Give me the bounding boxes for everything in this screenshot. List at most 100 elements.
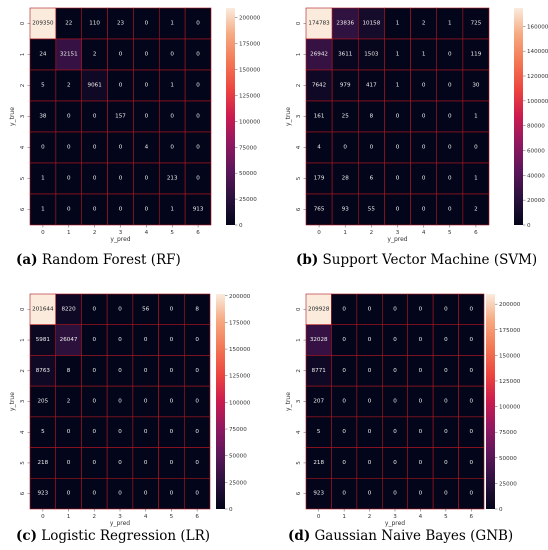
cell-value-label: 218: [38, 460, 49, 466]
cell-value-label: 0: [393, 306, 397, 312]
cell-value-label: 0: [170, 491, 174, 497]
heatmap-cell: [133, 162, 160, 195]
x-tick-label: 4: [145, 230, 149, 236]
heatmap-cell: [81, 131, 108, 164]
cell-value-label: 0: [93, 337, 97, 343]
x-tick-label: 1: [342, 514, 346, 520]
colorbar-tick-label: 100000: [527, 99, 548, 105]
cell-value-label: 28: [342, 176, 350, 182]
cell-value-label: 0: [93, 368, 97, 374]
cell-value-label: 201644: [32, 306, 54, 312]
colorbar-tick-label: 200000: [239, 16, 261, 22]
heatmap-cell: [407, 447, 434, 479]
caption-text: Support Vector Machine (SVM): [322, 252, 538, 268]
cell-value-label: 0: [93, 399, 97, 405]
colorbar-tick-label: 50000: [239, 171, 257, 177]
cell-value-label: 0: [470, 491, 474, 497]
heatmap-cell: [55, 100, 83, 133]
heatmap-cell: [158, 355, 185, 387]
x-tick-label: 1: [67, 514, 71, 520]
cell-value-label: 0: [474, 145, 478, 151]
heatmap-cell: [106, 447, 134, 479]
colorbar-tick-label: 125000: [229, 374, 251, 380]
y-tick-label: 2: [296, 84, 302, 88]
cell-value-label: 6: [370, 176, 374, 182]
cell-value-label: 209928: [308, 306, 330, 312]
heatmap-cell: [305, 324, 332, 356]
cell-value-label: 725: [471, 21, 482, 27]
cell-value-label: 5981: [36, 337, 51, 343]
cell-value-label: 93: [342, 207, 350, 213]
cell-value-label: 0: [393, 429, 397, 435]
heatmap-cell: [436, 162, 464, 195]
cell-value-label: 0: [119, 83, 123, 89]
heatmap-cell: [55, 447, 82, 479]
cell-value-label: 3611: [338, 52, 353, 58]
heatmap-cell: [158, 385, 185, 418]
cell-value-label: 0: [196, 145, 200, 151]
heatmap-cell: [407, 385, 434, 418]
cell-value-label: 0: [419, 429, 423, 435]
x-tick-label: 5: [448, 230, 452, 236]
cell-value-label: 4: [145, 145, 149, 151]
x-tick-label: 0: [41, 514, 45, 520]
heatmap-cell: [55, 385, 82, 418]
panel-gnb: 209928 0 0 0 0 0 0 32028 0 0 0 0 0 0 8771 0 0 0 0 0 0 207 0 0 0 0…: [276, 280, 548, 550]
heatmap-cell: [381, 416, 409, 448]
cell-value-label: 0: [170, 306, 174, 312]
x-tick-label: 5: [170, 230, 174, 236]
heatmap-cell: [106, 385, 134, 418]
caption-rf: (a) Random Forest (RF): [16, 252, 181, 268]
cell-value-label: 0: [470, 399, 474, 405]
cell-value-label: 205: [38, 399, 49, 405]
cell-value-label: 913: [193, 207, 204, 213]
heatmap-cell: [55, 162, 83, 195]
cell-value-label: 0: [67, 176, 71, 182]
caption-gnb: (d) Gaussian Naive Bayes (GNB): [288, 528, 513, 544]
colorbar-tick-label: 75000: [499, 430, 517, 436]
y-tick-label: 0: [296, 307, 302, 311]
x-axis-label: y_pred: [110, 236, 130, 243]
y-tick-label: 3: [20, 114, 26, 118]
cell-value-label: 0: [145, 207, 149, 213]
cell-value-label: 0: [368, 491, 372, 497]
heatmap-cell: [381, 324, 409, 356]
cell-value-label: 9061: [88, 83, 103, 89]
heatmap-cells: 209928 0 0 0 0 0 0 32028 0 0 0 0 0 0 8771 0 0 0 0 0 0 207 0 0 0 0…: [305, 293, 485, 510]
cell-value-label: 207: [313, 399, 324, 405]
colorbar-tick-label: 0: [229, 507, 233, 513]
panel-random-forest: 209350 22 110 23 0 1 0 24 32151 2 0 0 0 0 5 2 9061 0 0 1 0 38…: [0, 0, 274, 275]
heatmap-cell: [458, 477, 485, 510]
cell-value-label: 0: [444, 399, 448, 405]
cell-value-label: 0: [196, 176, 200, 182]
y-tick-label: 5: [296, 461, 302, 465]
heatmap-cell: [305, 193, 333, 226]
cell-value-label: 0: [422, 176, 426, 182]
cell-value-label: 1: [422, 52, 426, 58]
cell-value-label: 0: [470, 429, 474, 435]
heatmap-cell: [158, 100, 186, 133]
x-tick-label: 3: [393, 514, 397, 520]
colorbar: [226, 8, 235, 225]
heatmap-cell: [29, 477, 57, 510]
cell-value-label: 0: [93, 306, 97, 312]
heatmap-cell: [356, 477, 383, 510]
cell-value-label: 0: [145, 52, 149, 58]
heatmap-cell: [29, 193, 57, 226]
heatmap-cell: [158, 7, 186, 40]
colorbar-tick-label: 150000: [239, 68, 261, 74]
colorbar-tick-label: 100000: [499, 405, 521, 411]
cell-value-label: 0: [93, 429, 97, 435]
cell-value-label: 0: [419, 337, 423, 343]
heatmap-cell: [81, 447, 108, 479]
y-tick-label: 1: [20, 338, 26, 342]
heatmap-cell: [106, 416, 134, 448]
heatmap-cell: [107, 193, 134, 226]
x-tick-label: 1: [343, 230, 347, 236]
heatmap-cell: [407, 293, 434, 326]
heatmap-cell: [183, 293, 211, 326]
x-tick-label: 1: [67, 230, 71, 236]
cell-value-label: 0: [41, 145, 45, 151]
